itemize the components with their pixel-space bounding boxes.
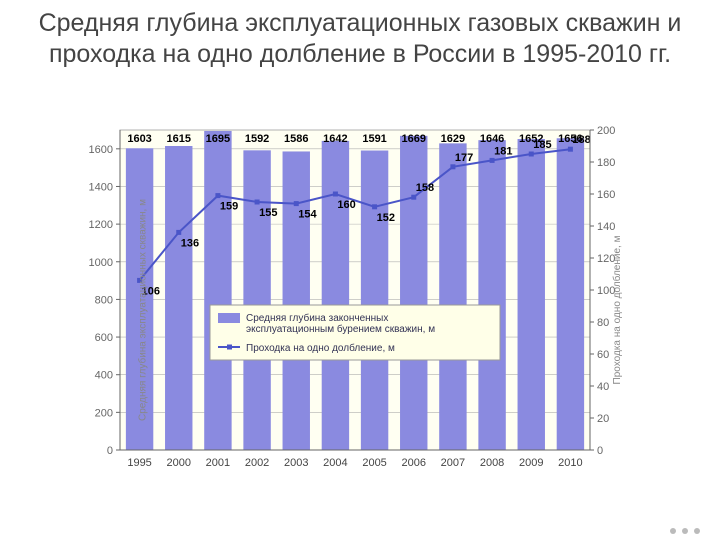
- svg-text:155: 155: [259, 207, 277, 219]
- svg-text:1995: 1995: [127, 457, 151, 469]
- svg-text:185: 185: [533, 139, 551, 151]
- svg-text:152: 152: [377, 212, 395, 224]
- svg-text:1600: 1600: [89, 144, 113, 156]
- svg-text:158: 158: [416, 182, 434, 194]
- svg-text:200: 200: [597, 125, 615, 137]
- svg-text:1603: 1603: [127, 133, 151, 145]
- combo-chart: 0200400600800100012001400160002040608010…: [70, 120, 650, 500]
- svg-text:2003: 2003: [284, 457, 308, 469]
- svg-text:2008: 2008: [480, 457, 504, 469]
- svg-text:1646: 1646: [480, 133, 504, 145]
- svg-text:180: 180: [597, 157, 615, 169]
- svg-text:2001: 2001: [206, 457, 230, 469]
- svg-text:1200: 1200: [89, 219, 113, 231]
- svg-text:160: 160: [337, 199, 355, 211]
- svg-text:1591: 1591: [362, 133, 386, 145]
- svg-text:2007: 2007: [441, 457, 465, 469]
- svg-text:159: 159: [220, 201, 238, 213]
- svg-text:40: 40: [597, 381, 609, 393]
- svg-text:1592: 1592: [245, 133, 269, 145]
- svg-text:800: 800: [95, 294, 113, 306]
- y-axis-right-label: Проходка на одно долбление, м: [612, 236, 623, 385]
- svg-text:0: 0: [597, 445, 603, 457]
- svg-text:136: 136: [181, 237, 199, 249]
- svg-text:0: 0: [107, 445, 113, 457]
- svg-text:1586: 1586: [284, 133, 308, 145]
- svg-text:1695: 1695: [206, 133, 230, 145]
- svg-text:1400: 1400: [89, 181, 113, 193]
- svg-text:600: 600: [95, 332, 113, 344]
- svg-text:2004: 2004: [323, 457, 347, 469]
- svg-text:2006: 2006: [402, 457, 426, 469]
- svg-text:140: 140: [597, 221, 615, 233]
- slide-pagination-dots: [670, 528, 700, 534]
- svg-text:2005: 2005: [362, 457, 386, 469]
- svg-text:1669: 1669: [402, 133, 426, 145]
- svg-text:80: 80: [597, 317, 609, 329]
- svg-text:200: 200: [95, 407, 113, 419]
- svg-text:20: 20: [597, 413, 609, 425]
- svg-text:188: 188: [572, 134, 590, 146]
- chart-container: Средняя глубина эксплуатационных скважин…: [70, 120, 650, 500]
- svg-text:1615: 1615: [167, 133, 191, 145]
- svg-text:Проходка на одно долбление, м: Проходка на одно долбление, м: [246, 342, 395, 354]
- page-title: Средняя глубина эксплуатационных газовых…: [0, 0, 720, 71]
- svg-text:154: 154: [298, 209, 317, 221]
- svg-text:60: 60: [597, 349, 609, 361]
- svg-text:1642: 1642: [323, 133, 347, 145]
- svg-text:1629: 1629: [441, 133, 465, 145]
- svg-text:1000: 1000: [89, 257, 113, 269]
- svg-text:160: 160: [597, 189, 615, 201]
- svg-text:2000: 2000: [167, 457, 191, 469]
- svg-text:400: 400: [95, 370, 113, 382]
- svg-text:2002: 2002: [245, 457, 269, 469]
- svg-text:181: 181: [494, 145, 512, 157]
- svg-text:177: 177: [455, 152, 473, 164]
- svg-text:2010: 2010: [558, 457, 582, 469]
- y-axis-left-label: Средняя глубина эксплуатационных скважин…: [138, 199, 149, 421]
- svg-text:2009: 2009: [519, 457, 543, 469]
